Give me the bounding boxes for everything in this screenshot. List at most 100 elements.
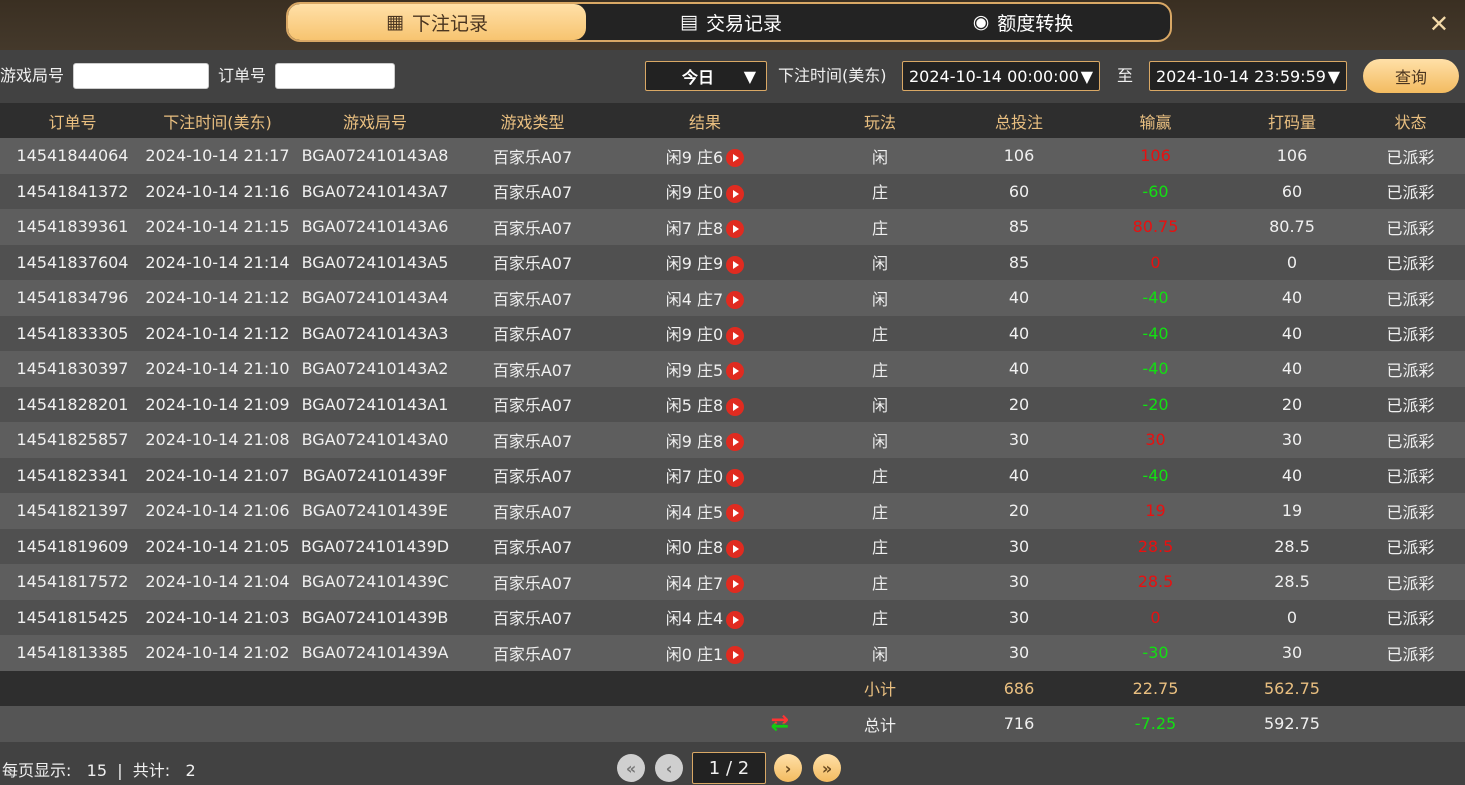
cell-3: 百家乐A07 [492,502,573,522]
period-value: 今日 [682,68,715,87]
cell-5: 庄 [871,467,888,487]
result-cell: 闲9 庄9 [605,245,805,281]
table-row: 14541844064 2024-10-14 21:17 BGA072410143A… [0,138,1465,174]
cell-1: 2024-10-14 21:06 [145,501,290,521]
tab-bar: ▦ 下注记录 ▤ 交易记录 ◉ 额度转换 [286,2,1172,42]
page-input[interactable]: 1 / 2 [692,752,766,784]
play-video-icon[interactable] [726,255,745,274]
cell-2: BGA0724101439E [302,501,448,521]
next-page-button[interactable]: › [774,754,802,782]
cell-8: 28.5 [1274,572,1310,592]
per-page-value: 15 [86,761,108,780]
last-page-button[interactable]: » [813,754,841,782]
result-text: 闲0 庄1 [665,644,724,664]
cell-6: 30 [1008,607,1030,627]
cell-2: BGA072410143A3 [301,323,449,343]
cell-7: 0 [1150,252,1161,272]
result-cell: 闲4 庄5 [605,493,805,529]
cell-6: 40 [1008,323,1030,343]
cell-8: 30 [1281,643,1303,663]
column-header: 下注时间(美东) [145,103,290,138]
cell-8: 40 [1281,288,1303,308]
cell-1: 2024-10-14 21:16 [145,181,290,201]
game-no-input[interactable] [73,63,209,89]
play-video-icon[interactable] [726,539,745,558]
result-cell: 闲4 庄7 [605,280,805,316]
cell-7: -40 [1142,359,1169,379]
column-header: 玩法 [805,103,955,138]
column-header: 打码量 [1228,103,1356,138]
tab-2[interactable]: ◉ 额度转换 [876,4,1170,40]
cell-5: 闲 [871,431,888,451]
tab-1[interactable]: ▤ 交易记录 [586,4,876,40]
cell-8: 0 [1286,607,1298,627]
play-video-icon[interactable] [726,362,745,381]
result-cell: 闲9 庄0 [605,316,805,352]
cell-9: 已派彩 [1386,218,1435,238]
cell-6: 60 [1008,181,1030,201]
prev-page-button[interactable]: ‹ [655,754,683,782]
bet-records-table: 订单号 下注时间(美东) 游戏局号 游戏类型 结果 玩法 总投注 输赢 打码量 状态 145418… [0,103,1465,742]
cell-2: BGA072410143A2 [301,359,449,379]
play-video-icon[interactable] [726,468,745,487]
cell-0: 14541844064 [16,146,129,166]
play-video-icon[interactable] [726,326,745,345]
result-text: 闲4 庄7 [665,573,724,593]
result-text: 闲9 庄6 [665,147,724,167]
cell-9: 已派彩 [1386,396,1435,416]
cell-2: BGA0724101439F [302,465,448,485]
first-page-button[interactable]: « [617,754,645,782]
cell-5: 闲 [871,289,888,309]
result-cell: 闲4 庄4 [605,600,805,636]
cell-1: 2024-10-14 21:02 [145,643,290,663]
cell-3: 百家乐A07 [492,467,573,487]
play-video-icon[interactable] [726,646,745,665]
cell-0: 14541839361 [16,217,129,237]
play-video-icon[interactable] [726,575,745,594]
cell-2: BGA072410143A8 [301,146,449,166]
caret-down-icon: ▼ [743,66,756,86]
cell-5: 庄 [871,573,888,593]
start-time-select[interactable]: 2024-10-14 00:00:00 ▼ [902,61,1100,91]
cell-3: 百家乐A07 [492,218,573,238]
cell-3: 百家乐A07 [492,147,573,167]
tab-0[interactable]: ▦ 下注记录 [288,4,586,40]
filter-bar: 游戏局号 订单号 今日 ▼ 下注时间(美东) 2024-10-14 00:00:0… [0,50,1465,102]
table-row: 14541823341 2024-10-14 21:07 BGA0724101439… [0,457,1465,493]
cell-9: 已派彩 [1386,431,1435,451]
cell-0: 14541825857 [16,430,129,450]
cell-1: 2024-10-14 21:10 [145,359,290,379]
play-video-icon[interactable] [726,184,745,203]
cell-7: 106 [1140,146,1171,166]
close-icon[interactable]: ✕ [1428,10,1449,38]
play-video-icon[interactable] [726,504,745,523]
cell-2: BGA0724101439B [301,607,449,627]
cell-1: 2024-10-14 21:05 [145,536,290,556]
play-video-icon[interactable] [726,433,745,452]
cell-6: 40 [1008,465,1030,485]
result-text: 闲9 庄0 [665,183,724,203]
order-no-input[interactable] [275,63,395,89]
per-page-label: 每页显示: [2,761,72,780]
play-video-icon[interactable] [726,220,745,239]
period-select[interactable]: 今日 ▼ [645,61,767,91]
play-video-icon[interactable] [726,149,745,168]
result-cell: 闲9 庄6 [605,138,805,174]
end-time-select[interactable]: 2024-10-14 23:59:59 ▼ [1149,61,1347,91]
table-row: 14541830397 2024-10-14 21:10 BGA072410143A… [0,351,1465,387]
cell-2: BGA072410143A5 [301,252,449,272]
column-header: 总投注 [955,103,1083,138]
cell-5: 庄 [871,360,888,380]
refresh-icon[interactable]: ⇄ [770,711,789,737]
cell-0: 14541833305 [16,323,129,343]
play-video-icon[interactable] [726,397,745,416]
play-video-icon[interactable] [726,610,745,629]
query-button[interactable]: 查询 [1363,59,1459,93]
result-cell: 闲9 庄5 [605,351,805,387]
play-video-icon[interactable] [726,291,745,310]
result-text: 闲4 庄7 [665,289,724,309]
result-text: 闲0 庄8 [665,538,724,558]
time-label: 下注时间(美东) [778,66,887,85]
column-header: 状态 [1356,103,1465,138]
cell-8: 28.5 [1274,536,1310,556]
